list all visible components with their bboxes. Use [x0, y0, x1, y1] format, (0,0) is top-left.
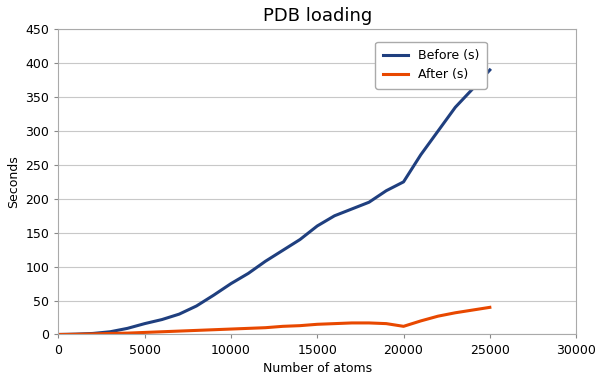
- After (s): [365, 320, 373, 325]
- Title: PDB loading: PDB loading: [263, 7, 372, 25]
- Before (s): [348, 207, 355, 211]
- Before (s): [279, 248, 286, 253]
- Before (s): [175, 312, 183, 316]
- After (s): [262, 325, 269, 330]
- After (s): [314, 322, 321, 327]
- Line: After (s): After (s): [58, 308, 490, 335]
- After (s): [124, 331, 131, 335]
- Before (s): [331, 214, 338, 218]
- After (s): [486, 305, 493, 310]
- Line: Before (s): Before (s): [58, 70, 490, 335]
- Before (s): [452, 105, 459, 110]
- Before (s): [107, 329, 114, 334]
- Before (s): [124, 326, 131, 331]
- Before (s): [314, 224, 321, 228]
- Before (s): [486, 68, 493, 72]
- Before (s): [469, 87, 476, 91]
- Before (s): [159, 317, 166, 322]
- After (s): [175, 329, 183, 333]
- After (s): [63, 332, 71, 337]
- Legend: Before (s), After (s): Before (s), After (s): [375, 42, 487, 89]
- After (s): [227, 327, 235, 331]
- Before (s): [227, 281, 235, 286]
- After (s): [348, 320, 355, 325]
- Before (s): [63, 332, 71, 337]
- Before (s): [89, 331, 96, 336]
- After (s): [452, 311, 459, 315]
- After (s): [297, 324, 304, 328]
- Before (s): [193, 304, 200, 308]
- After (s): [279, 324, 286, 329]
- After (s): [107, 331, 114, 336]
- After (s): [383, 321, 390, 326]
- After (s): [469, 308, 476, 312]
- After (s): [193, 328, 200, 333]
- X-axis label: Number of atoms: Number of atoms: [263, 362, 372, 375]
- After (s): [159, 329, 166, 334]
- After (s): [72, 332, 79, 337]
- After (s): [331, 321, 338, 326]
- Before (s): [383, 188, 390, 193]
- Before (s): [297, 237, 304, 242]
- Before (s): [434, 129, 441, 133]
- After (s): [400, 324, 407, 329]
- After (s): [89, 332, 96, 336]
- Before (s): [210, 293, 217, 298]
- After (s): [210, 327, 217, 332]
- Before (s): [55, 332, 62, 337]
- Before (s): [141, 321, 148, 326]
- Before (s): [245, 271, 252, 276]
- After (s): [55, 332, 62, 337]
- After (s): [245, 326, 252, 331]
- Before (s): [72, 332, 79, 337]
- Y-axis label: Seconds: Seconds: [7, 155, 20, 208]
- Before (s): [262, 259, 269, 264]
- After (s): [417, 319, 425, 323]
- After (s): [434, 314, 441, 319]
- Before (s): [417, 152, 425, 157]
- Before (s): [400, 180, 407, 184]
- After (s): [141, 330, 148, 335]
- Before (s): [365, 200, 373, 204]
